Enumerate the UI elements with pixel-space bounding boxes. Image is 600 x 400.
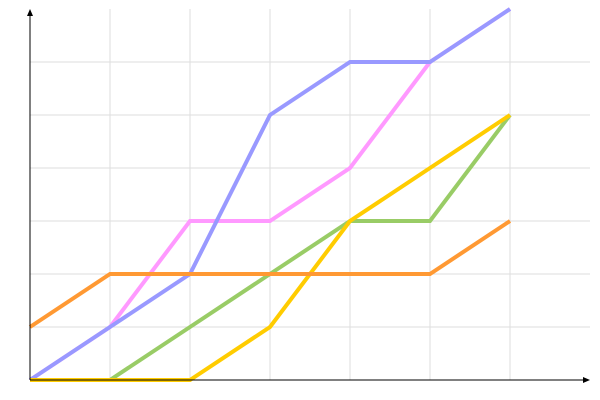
- y-axis-arrow-icon: [27, 9, 33, 16]
- series-line-5: [28, 219, 512, 329]
- series-line-2: [28, 7, 512, 382]
- series-group: [28, 7, 512, 382]
- x-axis-arrow-icon: [583, 377, 590, 383]
- grid: [30, 9, 590, 380]
- axes: [27, 9, 590, 383]
